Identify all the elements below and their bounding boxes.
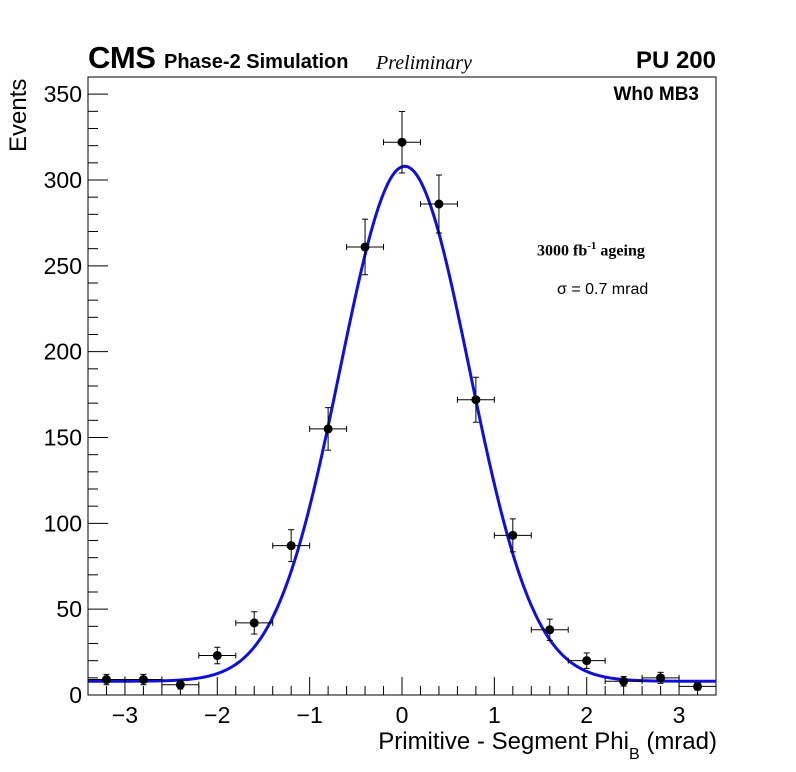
data-marker xyxy=(582,656,592,666)
data-marker xyxy=(397,137,407,147)
data-point xyxy=(678,681,717,691)
data-marker xyxy=(656,673,666,683)
y-tick-label: 50 xyxy=(56,596,82,622)
y-tick-label: 200 xyxy=(44,339,82,365)
sigma-label: σ = 0.7 mrad xyxy=(557,281,649,298)
x-tick-label: 1 xyxy=(488,702,501,728)
data-marker xyxy=(693,681,703,691)
preliminary-label: Preliminary xyxy=(376,52,472,74)
y-tick-label: 150 xyxy=(44,425,82,451)
data-marker xyxy=(175,680,185,690)
y-axis-label: Events xyxy=(5,78,32,152)
data-point xyxy=(346,218,385,276)
data-point xyxy=(309,407,348,451)
data-marker xyxy=(138,675,148,685)
pileup-label: PU 200 xyxy=(635,47,716,74)
data-marker xyxy=(212,651,222,661)
y-tick-label: 100 xyxy=(44,510,82,536)
data-marker xyxy=(101,675,111,685)
x-tick-label: −1 xyxy=(297,702,323,728)
data-point xyxy=(493,518,532,553)
x-tick-label: 3 xyxy=(673,702,686,728)
simulation-label: Phase-2 Simulation xyxy=(164,51,349,73)
ageing-label: 3000 fb-1 ageing xyxy=(537,240,645,260)
x-tick-label: 0 xyxy=(396,702,409,728)
data-point xyxy=(456,376,495,423)
data-point xyxy=(419,174,458,234)
experiment-label: CMS xyxy=(88,40,156,75)
data-point xyxy=(235,611,274,635)
data-point xyxy=(124,673,163,686)
data-marker xyxy=(508,530,518,540)
data-marker xyxy=(619,676,629,686)
data-point xyxy=(530,618,569,641)
y-tick-label: 0 xyxy=(69,682,82,708)
data-marker xyxy=(286,541,296,551)
data-marker xyxy=(323,424,333,434)
y-tick-label: 250 xyxy=(44,253,82,279)
data-marker xyxy=(545,625,555,635)
data-point xyxy=(567,652,606,669)
data-point xyxy=(272,529,311,563)
data-point xyxy=(161,679,200,690)
data-marker xyxy=(360,242,370,252)
x-axis-label: Primitive - Segment PhiB (mrad) xyxy=(378,728,717,763)
data-point xyxy=(198,646,237,665)
data-point xyxy=(383,111,421,174)
y-tick-label: 300 xyxy=(44,167,82,193)
x-tick-label: −2 xyxy=(204,702,230,728)
station-label: Wh0 MB3 xyxy=(613,84,700,105)
x-tick-label: 2 xyxy=(580,702,593,728)
data-marker xyxy=(471,395,481,405)
data-marker xyxy=(434,199,444,209)
data-point xyxy=(641,671,680,684)
y-tick-label: 350 xyxy=(44,81,82,107)
data-marker xyxy=(249,618,259,628)
data-point xyxy=(604,675,643,687)
data-point xyxy=(87,673,126,686)
x-tick-label: −3 xyxy=(112,702,138,728)
